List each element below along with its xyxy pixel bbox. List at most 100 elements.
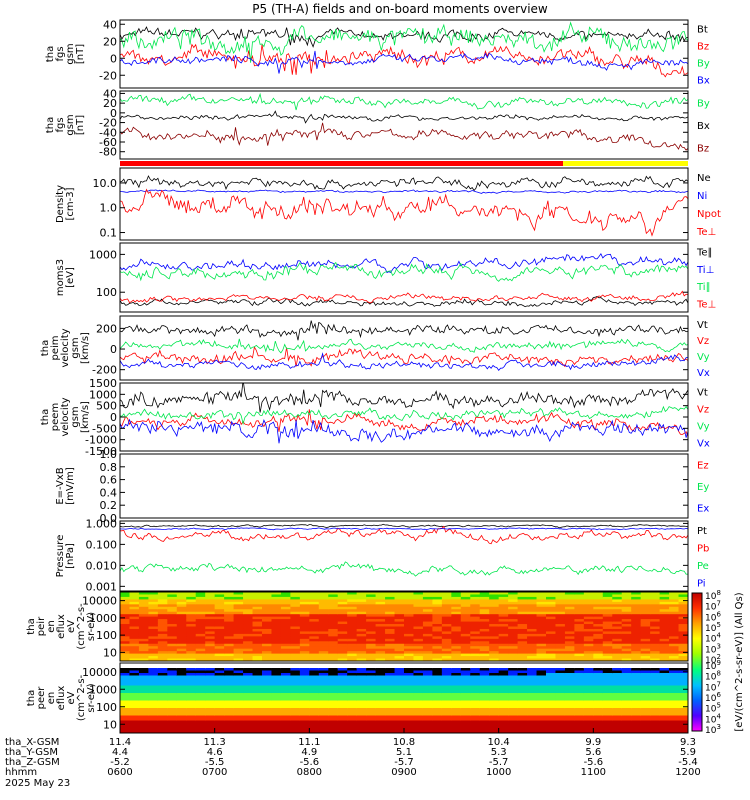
spectrogram-cell (205, 656, 216, 660)
spectrogram-cell (470, 611, 481, 615)
spectrogram-cell (489, 609, 500, 613)
spectrogram-cell (612, 663, 623, 667)
spectrogram-cell (385, 592, 396, 596)
spectrogram-cell (527, 646, 538, 650)
spectrogram-cell (224, 718, 235, 722)
spectrogram-cell (546, 626, 557, 630)
tick-exponent: 7 (716, 680, 720, 688)
spectrogram-cell (375, 715, 386, 719)
spectrogram-cell (176, 663, 187, 667)
y-tick-label: -20 (99, 117, 117, 130)
spectrogram-cell (157, 668, 168, 672)
spectrogram-cell (138, 675, 149, 679)
spectrogram-cell (157, 653, 168, 657)
spectrogram-cell (612, 703, 623, 707)
spectrogram-cell (262, 651, 273, 655)
spectrogram-cell (224, 636, 235, 640)
spectrogram-cell (299, 592, 310, 596)
spectrogram-cell (574, 619, 585, 623)
spectrogram-cell (489, 668, 500, 672)
spectrogram-cell (583, 663, 594, 667)
spectrogram-cell (299, 725, 310, 729)
spectrogram-cell (176, 626, 187, 630)
spectrogram-cell (138, 708, 149, 712)
spectrogram-cell (583, 675, 594, 679)
spectrogram-cell (612, 668, 623, 672)
spectrogram-cell (583, 601, 594, 605)
spectrogram-cell (148, 621, 159, 625)
spectrogram-cell (337, 641, 348, 645)
spectrogram-cell (129, 683, 140, 687)
spectrogram-cell (309, 636, 320, 640)
spectrogram-cell (195, 718, 206, 722)
spectrogram-cell (583, 718, 594, 722)
spectrogram-cell (612, 594, 623, 598)
spectrogram-cell (129, 708, 140, 712)
spectrogram-cell (441, 713, 452, 717)
spectrogram-cell (129, 665, 140, 669)
spectrogram-cell (621, 710, 632, 714)
spectrogram-cell (385, 710, 396, 714)
spectrogram-cell (593, 715, 604, 719)
spectrogram-cell (669, 656, 680, 660)
spectrogram-cell (195, 663, 206, 667)
spectrogram-cell (347, 693, 358, 697)
spectrogram-cell (148, 651, 159, 655)
spectrogram-cell (271, 670, 282, 674)
spectrogram-cell (356, 693, 367, 697)
spectrogram-cell (460, 641, 471, 645)
spectrogram-cell (659, 713, 670, 717)
spectrogram-cell (555, 720, 566, 724)
spectrogram-cell (224, 653, 235, 657)
y-label-line: tha (40, 340, 51, 356)
spectrogram-cell (252, 705, 263, 709)
spectrogram-cell (574, 695, 585, 699)
y-tick-label: 0.100 (86, 538, 118, 551)
spectrogram-cell (555, 611, 566, 615)
spectrogram-cell (527, 725, 538, 729)
spectrogram-cell (195, 685, 206, 689)
spectrogram-cell (233, 631, 244, 635)
spectrogram-cell (404, 678, 415, 682)
spectrogram-cell (583, 646, 594, 650)
spectrogram-cell (347, 688, 358, 692)
spectrogram-cell (195, 683, 206, 687)
spectrogram-cell (574, 698, 585, 702)
spectrogram-cell (640, 730, 651, 733)
spectrogram-cell (299, 643, 310, 647)
spectrogram-cell (205, 663, 216, 667)
spectrogram-cell (262, 725, 273, 729)
spectrogram-cell (157, 665, 168, 669)
y-tick-label: -80 (99, 146, 117, 159)
spectrogram-cell (290, 648, 301, 652)
orbit-value: 11.3 (204, 737, 226, 748)
y-label-line: [km/s] (80, 401, 91, 433)
spectrogram-cell (432, 690, 443, 694)
legend-Pe: Pe (697, 561, 709, 572)
spectrogram-cell (347, 670, 358, 674)
spectrogram-cell (669, 609, 680, 613)
legend-Bt: Bt (697, 25, 708, 36)
spectrogram-cell (432, 638, 443, 642)
spectrogram-cell (337, 596, 348, 600)
spectrogram-cell (375, 668, 386, 672)
spectrogram-cell (432, 601, 443, 605)
spectrogram-cell (441, 626, 452, 630)
spectrogram-cell (527, 708, 538, 712)
spectrogram-cell (120, 614, 131, 618)
spectrogram-cell (640, 636, 651, 640)
spectrogram-cell (233, 665, 244, 669)
spectrogram-cell (508, 703, 519, 707)
spectrogram-cell (583, 636, 594, 640)
spectrogram-cell (460, 678, 471, 682)
spectrogram-cell (157, 592, 168, 596)
spectrogram-cell (138, 723, 149, 727)
spectrogram-cell (621, 708, 632, 712)
spectrogram-cell (347, 638, 358, 642)
spectrogram-cell (593, 675, 604, 679)
spectrogram-cell (375, 641, 386, 645)
spectrogram-cell (205, 643, 216, 647)
spectrogram-cell (659, 710, 670, 714)
spectrogram-cell (593, 678, 604, 682)
spectrogram-cell (176, 665, 187, 669)
